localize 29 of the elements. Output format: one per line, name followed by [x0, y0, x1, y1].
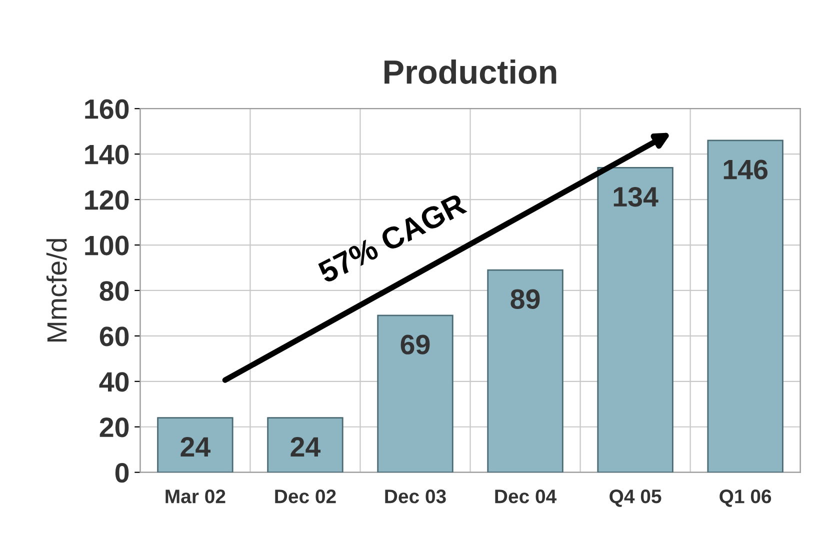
chart-title: Production [384, 59, 556, 84]
x-tick-label: Dec 04 [495, 490, 557, 504]
x-tick-label: Mar 02 [166, 490, 226, 504]
y-axis-title: Mmcfe/d [46, 239, 67, 342]
data-label: 69 [400, 334, 430, 354]
data-label: 146 [724, 160, 768, 180]
bar [377, 314, 454, 472]
y-tick-label: 160 [85, 99, 129, 119]
x-tick-label: Dec 03 [385, 490, 446, 504]
data-label: 24 [290, 437, 321, 456]
x-tick-label: Dec 02 [275, 490, 336, 504]
bar [487, 269, 564, 472]
y-tick-label: 100 [85, 236, 129, 256]
y-tick-label: 60 [100, 326, 129, 346]
y-tick-label: 120 [85, 190, 129, 210]
y-tick-label: 0 [115, 463, 129, 483]
bar [597, 167, 674, 472]
data-label: 134 [614, 187, 658, 207]
bar [707, 140, 784, 472]
data-label: 89 [510, 289, 540, 309]
x-tick-label: Q4 05 [610, 490, 662, 507]
y-tick-label: 80 [100, 281, 129, 301]
data-label: 24 [180, 437, 210, 456]
bar [267, 417, 344, 472]
y-tick-label: 40 [99, 372, 129, 392]
bar [157, 417, 234, 472]
y-tick-label: 20 [100, 418, 129, 438]
x-tick-label: Q1 06 [720, 490, 772, 507]
y-tick-label: 140 [85, 144, 129, 164]
